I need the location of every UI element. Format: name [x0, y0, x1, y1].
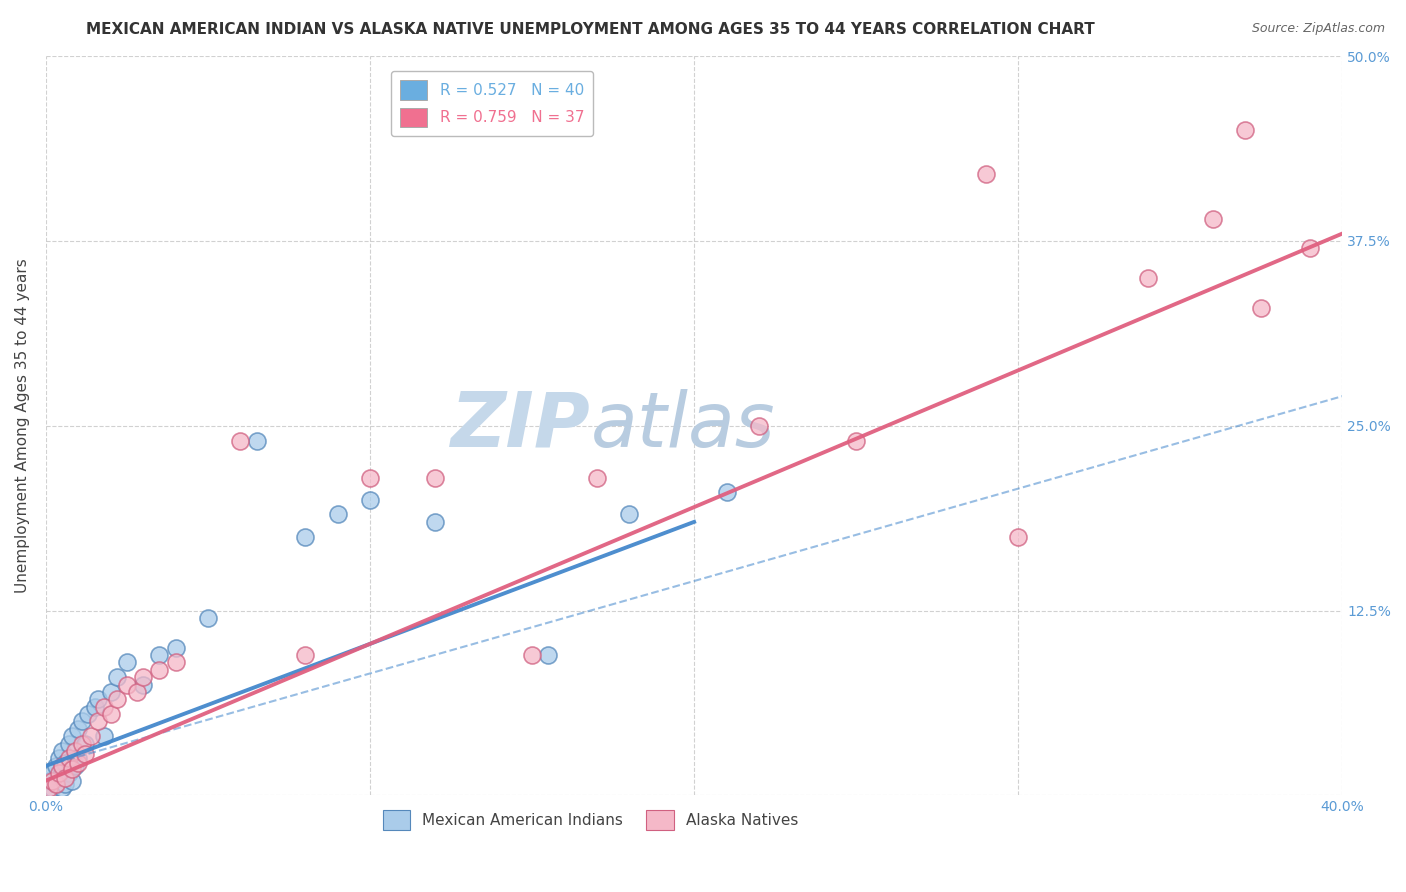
Point — [619, 508, 641, 522]
Point — [1007, 530, 1029, 544]
Point — [537, 648, 560, 662]
Point — [63, 759, 86, 773]
Point — [197, 611, 219, 625]
Point — [58, 766, 80, 780]
Point — [87, 692, 110, 706]
Point — [51, 780, 73, 795]
Point — [115, 677, 138, 691]
Point — [1234, 123, 1257, 137]
Point — [45, 776, 67, 790]
Point — [60, 773, 83, 788]
Point — [87, 714, 110, 729]
Point — [63, 744, 86, 758]
Point — [100, 685, 122, 699]
Point — [70, 737, 93, 751]
Point — [100, 707, 122, 722]
Point — [586, 470, 609, 484]
Point — [1136, 271, 1159, 285]
Point — [423, 515, 446, 529]
Point — [1299, 241, 1322, 255]
Point — [748, 418, 770, 433]
Point — [48, 771, 70, 785]
Point — [1250, 301, 1272, 315]
Point — [132, 670, 155, 684]
Point — [55, 756, 77, 770]
Point — [67, 751, 90, 765]
Point — [359, 470, 381, 484]
Point — [41, 780, 63, 795]
Point — [55, 771, 77, 785]
Point — [423, 470, 446, 484]
Text: ZIP: ZIP — [451, 389, 591, 463]
Point — [60, 762, 83, 776]
Point — [148, 663, 170, 677]
Point — [716, 485, 738, 500]
Point — [115, 656, 138, 670]
Point — [974, 168, 997, 182]
Point — [246, 434, 269, 448]
Point — [294, 648, 316, 662]
Point — [51, 744, 73, 758]
Point — [58, 737, 80, 751]
Point — [67, 756, 90, 770]
Point — [48, 751, 70, 765]
Point — [80, 729, 103, 743]
Point — [38, 773, 60, 788]
Point — [45, 759, 67, 773]
Point — [165, 656, 187, 670]
Point — [326, 508, 349, 522]
Point — [165, 640, 187, 655]
Point — [125, 685, 148, 699]
Point — [93, 699, 115, 714]
Point — [93, 729, 115, 743]
Text: atlas: atlas — [591, 389, 775, 463]
Point — [51, 759, 73, 773]
Point — [105, 692, 128, 706]
Point — [51, 762, 73, 776]
Point — [73, 747, 96, 761]
Point — [48, 766, 70, 780]
Point — [132, 677, 155, 691]
Point — [67, 722, 90, 736]
Legend: Mexican American Indians, Alaska Natives: Mexican American Indians, Alaska Natives — [377, 804, 804, 836]
Text: MEXICAN AMERICAN INDIAN VS ALASKA NATIVE UNEMPLOYMENT AMONG AGES 35 TO 44 YEARS : MEXICAN AMERICAN INDIAN VS ALASKA NATIVE… — [86, 22, 1095, 37]
Point — [1201, 211, 1223, 226]
Point — [520, 648, 543, 662]
Point — [148, 648, 170, 662]
Point — [845, 434, 868, 448]
Point — [41, 766, 63, 780]
Y-axis label: Unemployment Among Ages 35 to 44 years: Unemployment Among Ages 35 to 44 years — [15, 259, 30, 593]
Point — [73, 737, 96, 751]
Point — [83, 699, 105, 714]
Point — [229, 434, 252, 448]
Point — [105, 670, 128, 684]
Point — [41, 773, 63, 788]
Point — [77, 707, 100, 722]
Point — [55, 776, 77, 790]
Point — [359, 492, 381, 507]
Point — [45, 776, 67, 790]
Point — [60, 729, 83, 743]
Point — [70, 714, 93, 729]
Point — [294, 530, 316, 544]
Point — [38, 780, 60, 795]
Point — [58, 751, 80, 765]
Text: Source: ZipAtlas.com: Source: ZipAtlas.com — [1251, 22, 1385, 36]
